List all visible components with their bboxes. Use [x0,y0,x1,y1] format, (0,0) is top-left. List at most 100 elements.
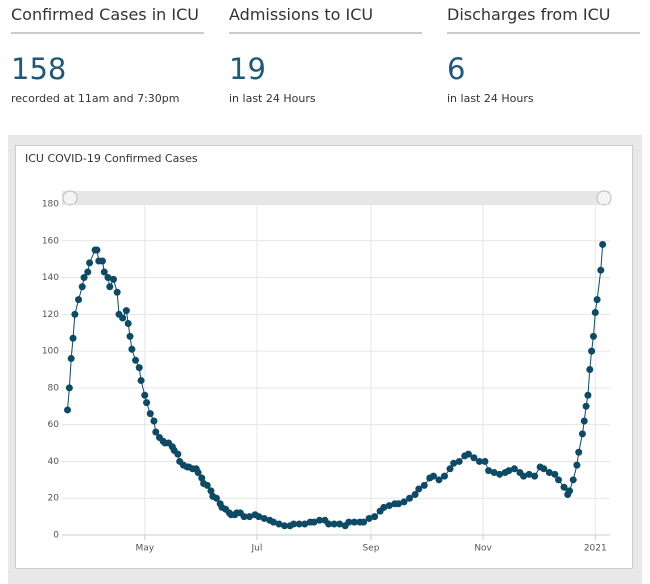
y-tick-label: 80 [48,383,60,393]
stat-card: Confirmed Cases in ICU 158 recorded at 11a… [11,0,204,105]
data-point [260,514,268,522]
data-point [128,345,136,353]
stat-title: Confirmed Cases in ICU [11,0,204,34]
data-point [481,457,489,465]
data-point [531,472,539,480]
data-point [212,494,220,502]
data-point [203,481,211,489]
data-point [525,470,533,478]
stat-title: Admissions to ICU [229,0,422,34]
data-point [124,320,132,328]
data-point [573,461,581,469]
x-tick-label: May [135,544,154,554]
data-point [365,514,373,522]
y-tick-label: 60 [48,420,60,430]
data-point [380,503,388,511]
data-point [315,516,323,524]
stat-note: recorded at 11am and 7:30pm [11,92,180,105]
stat-title: Discharges from ICU [447,0,640,34]
data-point [490,468,498,476]
y-tick-label: 120 [42,310,59,320]
data-point [510,465,518,473]
data-point [325,520,333,528]
data-point [360,518,368,526]
data-point [301,520,309,528]
y-tick-label: 20 [48,494,60,504]
data-point [569,476,577,484]
data-point [310,518,318,526]
data-point [464,450,472,458]
chart-title: ICU COVID-19 Confirmed Cases [25,152,198,165]
x-tick-label: Jul [250,544,262,554]
data-point [350,518,358,526]
data-point [336,520,344,528]
data-point [586,366,594,373]
data-point [440,472,448,480]
data-point [593,296,601,304]
navigator-handle [62,190,78,206]
data-point [84,268,92,276]
data-point [194,468,202,476]
stat-note: in last 24 Hours [229,92,316,105]
data-point [406,494,414,502]
data-point [540,465,548,473]
data-point [395,500,403,508]
data-point [345,518,353,526]
stat-card: Admissions to ICU 19 in last 24 Hours [229,0,422,105]
data-point [113,288,121,296]
x-tick-label: 2021 [584,544,607,554]
x-tick-label: Sep [362,544,379,554]
data-point [589,332,597,340]
chart: ICU COVID-19 Confirmed Cases 0 20 40 60 80 10… [15,145,633,569]
data-point [295,520,303,528]
data-point [78,283,86,291]
y-tick-label: 180 [42,200,59,210]
data-point [71,310,79,318]
stat-note: in last 24 Hours [447,92,534,105]
data-point [470,454,478,462]
data-point [152,428,160,436]
stat-value: 19 [229,52,266,86]
data-point [371,513,379,521]
data-point [415,485,423,493]
data-point [591,308,599,316]
data-point [496,470,504,478]
data-point [435,476,443,484]
data-point [330,520,338,528]
data-point [400,498,408,506]
stat-value: 158 [11,52,67,86]
data-point [597,266,605,274]
data-point [582,402,590,410]
data-point [429,472,437,480]
data-point [584,391,592,399]
data-point [566,487,574,495]
data-point [281,522,289,530]
data-point [132,356,140,364]
stat-value: 6 [447,52,466,86]
data-point [578,430,586,438]
y-tick-label: 140 [42,273,59,283]
data-point [485,467,493,475]
data-point [269,518,277,526]
data-point [174,450,182,458]
y-tick-label: 40 [48,457,60,467]
data-point [555,476,563,484]
y-tick-label: 100 [42,347,59,357]
data-point [240,513,248,521]
data-point [255,513,263,521]
data-point [126,332,134,340]
data-point [98,257,106,265]
x-tick-label: Nov [474,544,492,554]
data-point [69,334,77,342]
data-point [198,474,206,482]
data-point [137,377,145,385]
data-point [290,520,298,528]
chart-frame [15,145,633,569]
data-point [446,465,454,473]
data-point [86,259,94,267]
data-point [599,240,607,248]
data-point [135,364,143,372]
data-point [551,470,559,478]
data-point [580,417,588,425]
